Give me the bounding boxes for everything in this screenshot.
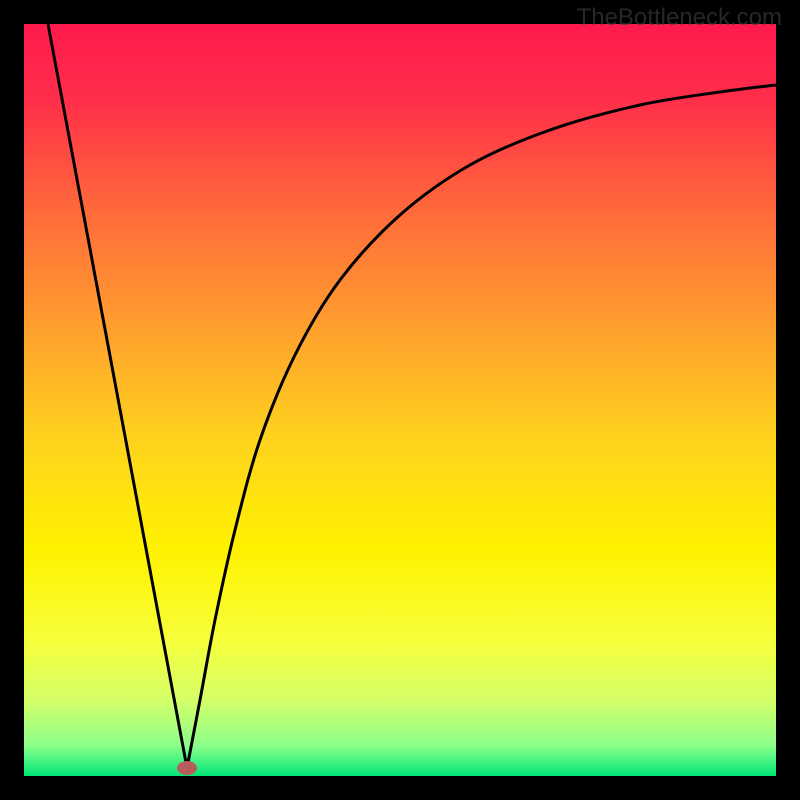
frame-border-right xyxy=(776,0,800,800)
watermark-text: TheBottleneck.com xyxy=(577,4,782,32)
frame-border-bottom xyxy=(0,776,800,800)
minimum-marker xyxy=(177,761,197,775)
frame-border-left xyxy=(0,0,24,800)
curve-path xyxy=(48,24,776,768)
chart-container: TheBottleneck.com xyxy=(0,0,800,800)
bottleneck-curve xyxy=(0,0,800,800)
